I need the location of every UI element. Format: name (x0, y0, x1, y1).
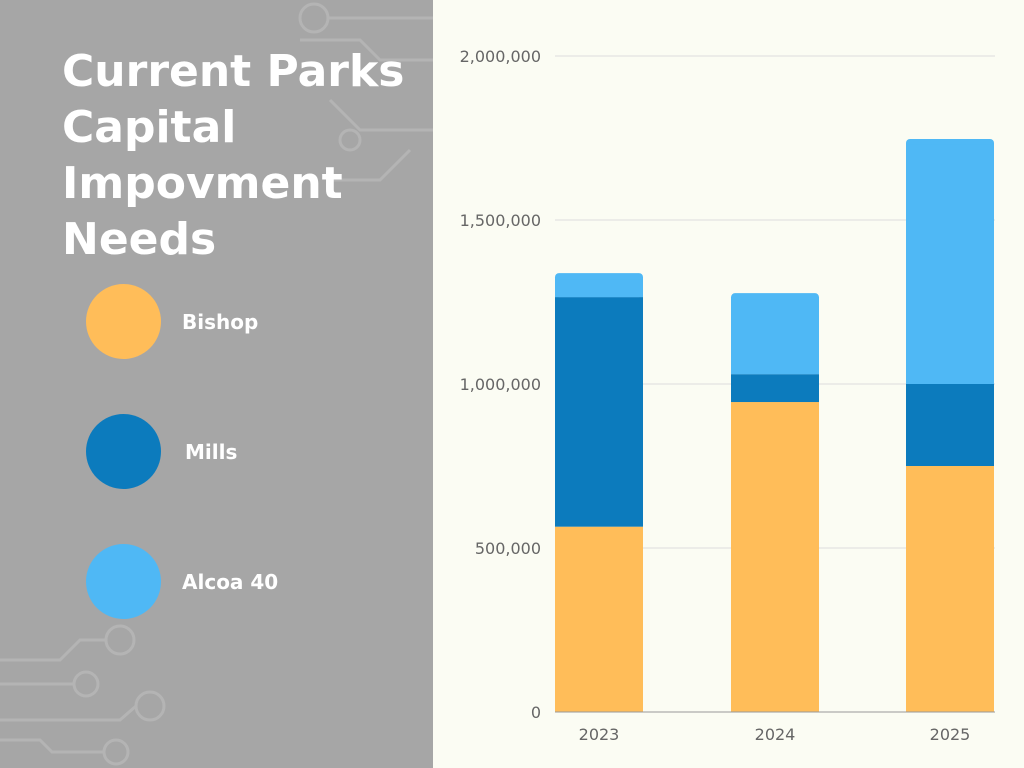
bar-segment-fill (555, 279, 643, 298)
y-tick-label: 2,000,000 (460, 47, 541, 66)
legend-label: Alcoa 40 (182, 570, 279, 594)
x-tick-label: 2025 (930, 725, 971, 744)
legend-swatch (86, 414, 161, 489)
legend-swatch (86, 544, 161, 619)
bar-segment-bishop (906, 466, 994, 712)
y-tick-label: 500,000 (475, 539, 541, 558)
title-panel: Current Parks Capital Impovment Needs Bi… (0, 0, 433, 768)
legend-swatch (86, 284, 161, 359)
legend-item-mills: Mills (86, 414, 386, 490)
x-tick-label: 2023 (579, 725, 620, 744)
bar-segment-fill (906, 144, 994, 384)
bar-segment-bishop (731, 402, 819, 712)
legend-label: Mills (185, 440, 238, 464)
bar-segment-mills (555, 297, 643, 527)
bar-segment-mills (731, 374, 819, 403)
y-tick-label: 0 (531, 703, 541, 722)
legend-item-alcoa-40: Alcoa 40 (86, 544, 386, 620)
y-tick-label: 1,500,000 (460, 211, 541, 230)
chart-title: Current Parks Capital Impovment Needs (62, 46, 405, 265)
legend-label: Bishop (182, 310, 259, 334)
legend-item-bishop: Bishop (86, 284, 386, 360)
bar-segment-fill (731, 299, 819, 375)
stacked-bar-chart: 0 500,000 1,000,000 1,500,000 2,000,000 2023 2… (460, 47, 995, 744)
circuit-decoration (0, 2, 433, 766)
y-tick-label: 1,000,000 (460, 375, 541, 394)
x-tick-label: 2024 (755, 725, 796, 744)
bar-segment-mills (906, 384, 994, 466)
bar-segment-bishop (555, 526, 643, 712)
